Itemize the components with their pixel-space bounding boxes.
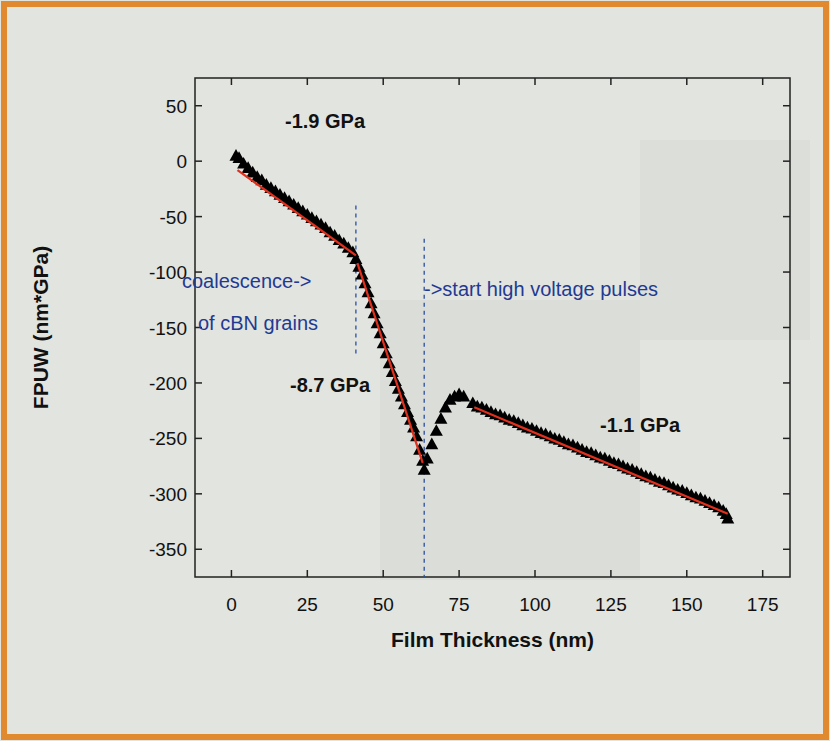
y-tick-label: 0 [176, 151, 187, 172]
frame-border [4, 4, 826, 737]
y-tick-label: -250 [149, 428, 187, 449]
x-tick [307, 570, 309, 577]
y-tick-label: -200 [149, 373, 187, 394]
x-tick [382, 570, 384, 577]
x-tick [762, 570, 764, 577]
chart: 0255075100125150175500-50-100-150-200-25… [0, 0, 830, 741]
y-tick-right [783, 216, 790, 218]
data-point [430, 424, 443, 436]
data-point [418, 463, 431, 475]
x-tick [534, 570, 536, 577]
x-tick-label: 125 [595, 594, 627, 615]
data-point [434, 412, 447, 424]
x-tick-label: 175 [747, 594, 779, 615]
plot-frame [195, 78, 790, 577]
x-tick-label: 100 [519, 594, 551, 615]
y-tick [195, 382, 202, 384]
y-tick-label: -150 [149, 318, 187, 339]
y-tick [195, 438, 202, 440]
y-tick-right [783, 549, 790, 551]
x-tick-top [610, 78, 612, 85]
x-tick-label: 0 [226, 594, 237, 615]
y-tick-label: -350 [149, 539, 187, 560]
x-tick [610, 570, 612, 577]
y-tick-right [783, 438, 790, 440]
x-tick [686, 570, 688, 577]
fit-line [238, 170, 356, 255]
slope-label: -8.7 GPa [290, 374, 371, 396]
annotation: of cBN grains [198, 312, 318, 334]
y-tick [195, 216, 202, 218]
y-tick-label: -300 [149, 484, 187, 505]
y-axis-title: FPUW (nm*GPa) [29, 246, 52, 409]
fit-line [357, 263, 422, 463]
x-tick-label: 50 [373, 594, 394, 615]
background-shade [380, 300, 640, 580]
y-tick-right [783, 493, 790, 495]
y-tick [195, 549, 202, 551]
y-tick-right [783, 327, 790, 329]
x-tick-label: 150 [671, 594, 703, 615]
x-tick-top [231, 78, 233, 85]
fit-line [474, 407, 727, 513]
data-point [425, 437, 438, 449]
background-shade [640, 140, 810, 340]
x-tick-top [382, 78, 384, 85]
x-tick-label: 75 [449, 594, 470, 615]
event-line [355, 206, 356, 356]
y-tick-right [783, 271, 790, 273]
y-tick-label: -50 [160, 207, 187, 228]
y-tick-right [783, 160, 790, 162]
slope-label: -1.9 GPa [285, 110, 366, 132]
annotation: coalescence-> [182, 270, 312, 292]
x-tick-top [534, 78, 536, 85]
y-tick-label: 50 [166, 96, 187, 117]
slope-label: -1.1 GPa [600, 414, 681, 436]
background [0, 0, 830, 741]
y-tick-right [783, 382, 790, 384]
x-tick-top [307, 78, 309, 85]
y-tick [195, 160, 202, 162]
x-tick-top [762, 78, 764, 85]
annotation: ->start high voltage pulses [424, 278, 658, 300]
x-tick-label: 25 [297, 594, 318, 615]
x-tick [231, 570, 233, 577]
x-axis-title: Film Thickness (nm) [391, 628, 594, 651]
x-tick-top [686, 78, 688, 85]
x-tick [458, 570, 460, 577]
y-tick-right [783, 105, 790, 107]
plot-marks [229, 149, 734, 577]
y-tick [195, 493, 202, 495]
y-tick [195, 105, 202, 107]
data-point [349, 252, 362, 264]
x-tick-top [458, 78, 460, 85]
data-point [457, 390, 470, 402]
